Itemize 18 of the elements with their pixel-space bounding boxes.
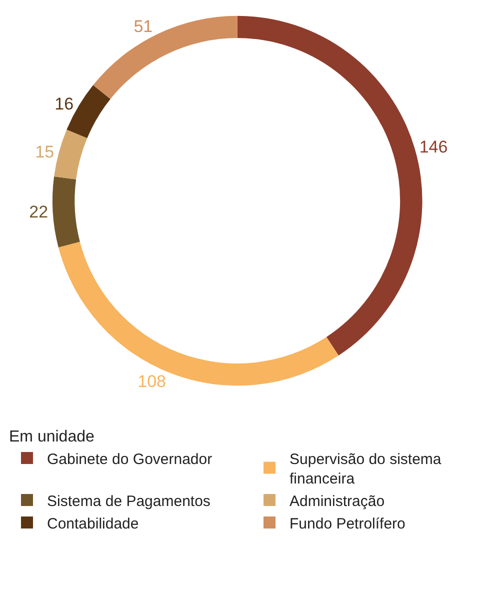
legend-label: Contabilidade (47, 515, 139, 532)
legend-title: Em unidade (9, 428, 94, 446)
data-label: 51 (134, 16, 153, 36)
donut-slice (58, 242, 339, 386)
data-label: 16 (54, 94, 74, 114)
donut-slice (93, 16, 238, 100)
data-label: 15 (35, 142, 54, 162)
legend-label: Sistema de Pagamentos (47, 492, 210, 510)
legend-label: Fundo Petrolífero (290, 515, 406, 532)
data-label: 108 (138, 372, 166, 392)
legend-label: Gabinete do Governador (47, 450, 212, 468)
donut-slice (54, 130, 88, 180)
data-label: 22 (29, 202, 48, 222)
legend-label: Administração (290, 492, 385, 510)
legend-label: Supervisão do sistema financeira (290, 450, 442, 488)
donut-slice (52, 176, 80, 248)
donut-slice (237, 16, 422, 356)
data-label: 146 (419, 138, 448, 157)
